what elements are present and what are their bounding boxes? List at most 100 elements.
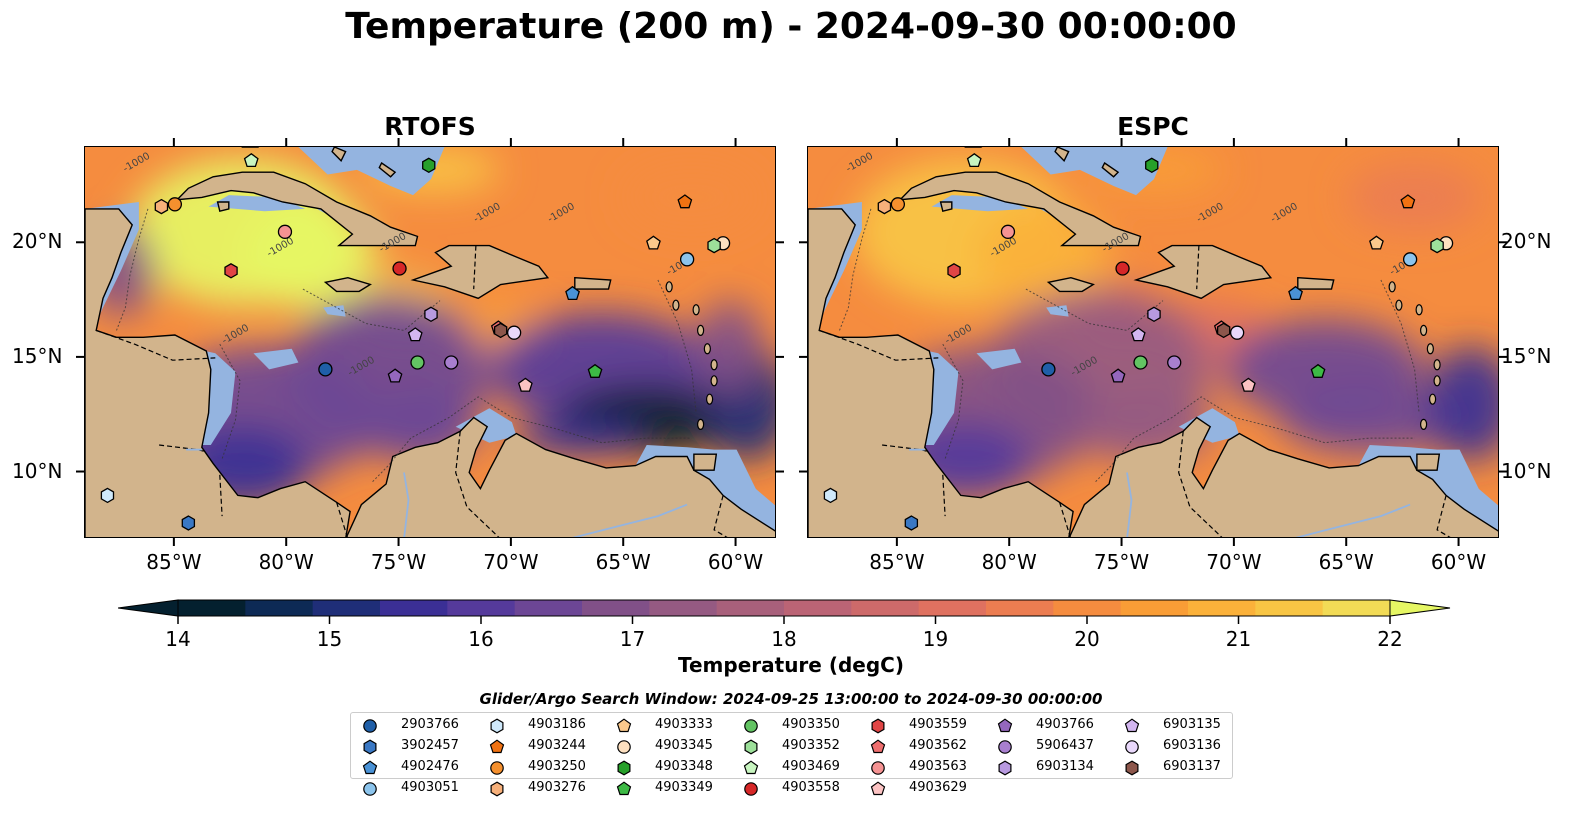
island — [697, 324, 705, 336]
colorbar-segment — [582, 600, 650, 616]
island — [1388, 281, 1396, 293]
river — [1126, 472, 1133, 537]
float-marker-4903559 — [947, 263, 961, 279]
colorbar-segment — [178, 600, 246, 616]
x-tick-label: 60°W — [707, 550, 764, 574]
country-border — [219, 474, 223, 517]
isobath-1000 — [839, 208, 872, 331]
country-border — [159, 444, 207, 453]
colorbar-label: Temperature (degC) — [678, 653, 904, 677]
float-marker-4903051 — [679, 252, 695, 267]
colorbar-under-arrow — [118, 599, 179, 617]
float-marker-4903348 — [1145, 157, 1159, 174]
temperature-blob — [624, 163, 759, 232]
island — [705, 393, 714, 405]
legend-label: 4903348 — [655, 759, 713, 774]
isobath-1000 — [942, 343, 964, 459]
float-marker-6903134 — [1147, 306, 1161, 323]
legend-label: 4903562 — [909, 738, 967, 753]
colorbar-tick-label: 18 — [771, 627, 797, 651]
legend-label: 2903766 — [401, 717, 459, 732]
island — [710, 359, 718, 371]
x-tick-label: 80°W — [981, 550, 1037, 574]
y-tick-label-left: 15°N — [12, 343, 63, 368]
country-border — [882, 444, 930, 453]
legend-marker-icon — [870, 739, 886, 754]
colorbar-segment — [986, 600, 1054, 616]
y-tick-label-right: 20°N — [1501, 229, 1552, 254]
colorbar-segment — [1188, 600, 1256, 616]
float-marker-4903186 — [823, 487, 838, 504]
country-border — [95, 329, 216, 361]
legend-marker-icon — [871, 718, 885, 734]
float-marker-3902457 — [181, 515, 196, 531]
float-marker-4903349 — [1310, 363, 1326, 378]
legend-label: 4903186 — [528, 717, 586, 732]
legend-label: 4903629 — [909, 780, 967, 795]
float-marker-4902476 — [1288, 285, 1303, 301]
colorbar-segment — [380, 600, 448, 616]
float-marker-6903134 — [424, 306, 438, 323]
land-south-am — [1068, 416, 1498, 537]
colorbar-tick-label: 14 — [165, 627, 191, 651]
legend-marker-icon — [617, 740, 631, 754]
legend-label: 6903137 — [1163, 759, 1221, 774]
island — [1426, 343, 1434, 355]
float-marker-6903135 — [1130, 327, 1146, 342]
colorbar-segment — [1120, 600, 1189, 616]
shelf-bahama-bank — [1021, 147, 1168, 196]
legend-label: 4903051 — [401, 780, 459, 795]
country-border — [336, 502, 348, 537]
island — [1415, 304, 1423, 316]
shelf-serranilla — [976, 348, 1022, 370]
colorbar-segment — [1053, 600, 1122, 616]
land-trinidad — [1416, 453, 1441, 471]
legend-marker-icon — [998, 740, 1012, 754]
land-hispaniola — [410, 244, 550, 300]
float-marker-4903350 — [1133, 355, 1148, 370]
map-panel-rtofs: -1000 -1000 -1000 -1000 -1000 -1000 -1000 -1000 — [84, 146, 776, 538]
country-border — [1196, 245, 1200, 290]
legend-label: 5906437 — [1036, 738, 1094, 753]
land-central-am — [808, 208, 1074, 537]
colorbar — [118, 599, 1451, 617]
legend-marker-icon — [363, 739, 377, 755]
legend-marker-icon — [490, 781, 504, 797]
isobath-1000 — [219, 343, 241, 459]
x-tick-label: 85°W — [869, 550, 925, 574]
shelf-serranilla — [253, 348, 299, 370]
colorbar-segment — [851, 600, 920, 616]
panel-title-espc: ESPC — [1117, 112, 1189, 141]
temperature-blob — [1347, 163, 1482, 232]
float-marker-2903766 — [1041, 362, 1056, 377]
float-marker-4903629 — [1240, 377, 1256, 392]
float-marker-4903350 — [410, 355, 425, 370]
float-marker-4903333 — [646, 235, 661, 250]
legend-marker-icon — [362, 760, 378, 775]
island — [1433, 359, 1441, 371]
shelf-pedro-bank — [323, 305, 346, 317]
search-window-caption: Glider/Argo Search Window: 2024-09-25 13… — [479, 690, 1103, 708]
legend-label: 4903563 — [909, 759, 967, 774]
shelf-guyana-shelf — [1446, 472, 1498, 537]
country-border — [713, 495, 728, 537]
legend-label: 3902457 — [401, 738, 459, 753]
colorbar-tick-label: 16 — [468, 627, 494, 651]
land-puerto-rico — [574, 276, 612, 290]
land-cuba — [898, 171, 1142, 247]
river — [1295, 503, 1411, 537]
island — [665, 281, 673, 293]
legend-marker-icon — [1124, 718, 1140, 733]
shelf-mosquitia — [866, 335, 959, 445]
legend-marker-icon — [617, 760, 631, 776]
country-border — [1059, 502, 1071, 537]
colorbar-tick-label: 20 — [1074, 627, 1100, 651]
land-bahamas2 — [378, 161, 397, 178]
island — [1433, 375, 1441, 387]
island — [672, 299, 680, 311]
float-marker-6903137 — [1216, 322, 1231, 339]
legend-marker-icon — [616, 781, 632, 796]
land-central-am — [85, 208, 351, 537]
legend-label: 4903349 — [655, 780, 713, 795]
legend-marker-icon — [871, 761, 885, 775]
